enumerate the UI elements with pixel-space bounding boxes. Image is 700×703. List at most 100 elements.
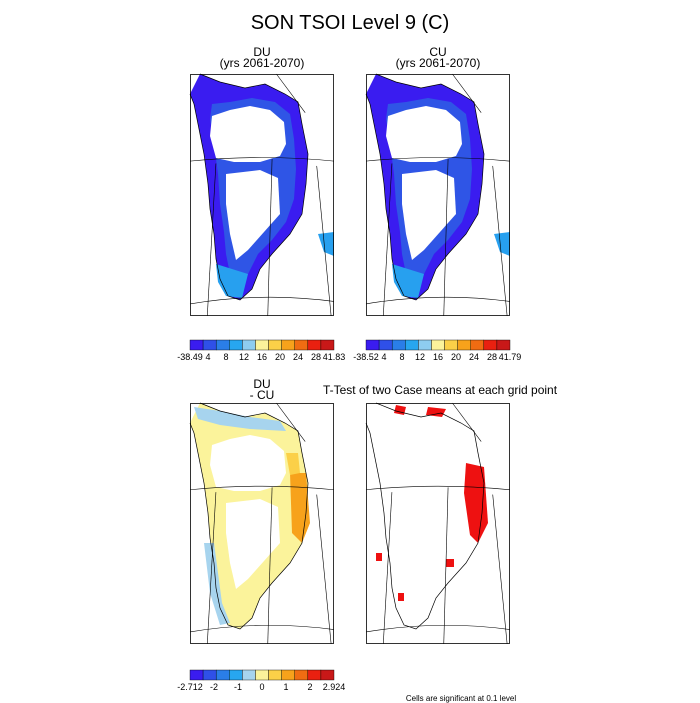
cu-colorbar: -38.52 4 8 12 16 20 24 28 41.79	[353, 339, 522, 362]
colorbar-tick-label: 2	[307, 682, 312, 692]
diff-title-line1: DU	[253, 377, 271, 391]
colorbar-tick-label: 16	[257, 352, 267, 362]
map-frame	[190, 74, 334, 316]
colorbar-swatch	[202, 339, 217, 351]
longitude-line	[267, 487, 273, 645]
cu-title-line2: (yrs 2061-2070)	[395, 56, 481, 70]
colorbar-swatch	[255, 339, 269, 351]
colorbar-swatch	[378, 339, 393, 351]
colorbar-tick-label: 24	[469, 352, 479, 362]
colorbar-swatch	[405, 339, 419, 351]
colorbar-tick-label: 16	[433, 352, 443, 362]
colorbar-swatch	[229, 339, 243, 351]
latitude-line	[189, 485, 335, 491]
ice-sheet-mask	[402, 170, 456, 260]
coastline	[365, 402, 485, 630]
colorbar-swatch	[457, 339, 471, 351]
du-map	[189, 73, 335, 317]
longitude-line	[316, 165, 332, 317]
ttest-note: Cells are significant at 0.1 level	[405, 694, 517, 703]
longitude-line	[452, 73, 482, 113]
colorbar-tick-label: -38.49	[177, 352, 203, 362]
colorbar-swatch	[242, 669, 256, 681]
colorbar-swatch	[320, 669, 335, 681]
colorbar-swatch	[483, 339, 498, 351]
colorbar-swatch	[281, 669, 295, 681]
colorbar-tick-label: -2	[210, 682, 218, 692]
cu-map	[365, 73, 511, 317]
longitude-line	[492, 165, 508, 317]
cu-title-line1: CU	[429, 45, 447, 59]
iceland-cells	[494, 232, 510, 256]
diff-colorbar: -2.712 -2 -1 0 1 2 2.924	[177, 669, 346, 692]
colorbar-tick-label: 28	[487, 352, 497, 362]
map-frame	[366, 403, 510, 644]
colorbar-swatch	[496, 339, 511, 351]
longitude-line	[276, 73, 306, 113]
ice-sheet-mask	[226, 499, 280, 589]
colorbar-swatch	[281, 339, 295, 351]
longitude-line	[206, 163, 217, 317]
colorbar-tick-label: 0	[259, 682, 264, 692]
longitude-line	[443, 487, 449, 645]
colorbar-swatch	[268, 669, 282, 681]
colorbar-swatch	[391, 339, 406, 351]
colorbar-swatch	[202, 669, 217, 681]
longitude-line	[443, 158, 449, 317]
longitude-line	[452, 402, 482, 442]
coastline	[189, 73, 309, 301]
colorbar-tick-label: 4	[205, 352, 210, 362]
longitude-line	[267, 158, 273, 317]
colorbar-tick-label: 28	[311, 352, 321, 362]
colorbar-tick-label: 41.79	[499, 352, 522, 362]
colorbar-swatch	[268, 339, 282, 351]
diff-title-line2: - CU	[249, 388, 275, 402]
latitude-line	[365, 624, 511, 633]
latitude-line	[365, 157, 511, 162]
latitude-line	[365, 485, 511, 491]
significant-cells	[376, 553, 382, 561]
du-colorbar: -38.49 4 8 12 16 20 24 28 41.83	[177, 339, 346, 362]
ice-sheet-mask	[226, 170, 280, 260]
colorbar-tick-label: 8	[399, 352, 404, 362]
colorbar-swatch	[294, 669, 309, 681]
map-frame	[366, 74, 510, 316]
ttest-panel-title: T-Test of two Case means at each grid po…	[322, 383, 558, 397]
colorbar-tick-label: 1	[283, 682, 288, 692]
colorbar-swatch	[215, 339, 230, 351]
colorbar-swatch	[215, 669, 230, 681]
ice-sheet-mask	[386, 106, 462, 162]
colorbar-swatch	[229, 669, 243, 681]
colorbar-tick-label: 12	[239, 352, 249, 362]
cu-panel-title: CU (yrs 2061-2070)	[366, 45, 510, 70]
southern-tip	[216, 264, 248, 298]
colorbar-swatch	[320, 339, 335, 351]
colorbar-tick-label: 41.83	[323, 352, 346, 362]
significant-cells	[394, 405, 406, 415]
diff-panel-title: DU - CU	[190, 377, 334, 402]
longitude-line	[382, 163, 393, 317]
significant-cells	[446, 559, 454, 567]
colorbar-tick-label: 20	[451, 352, 461, 362]
positive-cells	[286, 453, 300, 475]
colorbar-swatch	[365, 339, 380, 351]
longitude-line	[276, 402, 306, 442]
colorbar-swatch	[307, 339, 322, 351]
latitude-line	[365, 296, 511, 305]
colorbar-swatch	[189, 669, 204, 681]
negative-cells	[194, 407, 286, 431]
colorbar-swatch	[307, 669, 322, 681]
du-title-line2: (yrs 2061-2070)	[219, 56, 305, 70]
colorbar-tick-label: 24	[293, 352, 303, 362]
colorbar-tick-label: -38.52	[353, 352, 379, 362]
colorbar-swatch	[470, 339, 485, 351]
colorbar-tick-label: 4	[381, 352, 386, 362]
coastline	[365, 73, 485, 301]
colorbar-tick-label: 20	[275, 352, 285, 362]
colorbar-tick-label: -1	[234, 682, 242, 692]
longitude-line	[206, 492, 217, 645]
colorbar-swatch	[418, 339, 432, 351]
latitude-line	[189, 157, 335, 162]
southern-tip	[392, 264, 424, 298]
colorbar-tick-label: 2.924	[323, 682, 346, 692]
